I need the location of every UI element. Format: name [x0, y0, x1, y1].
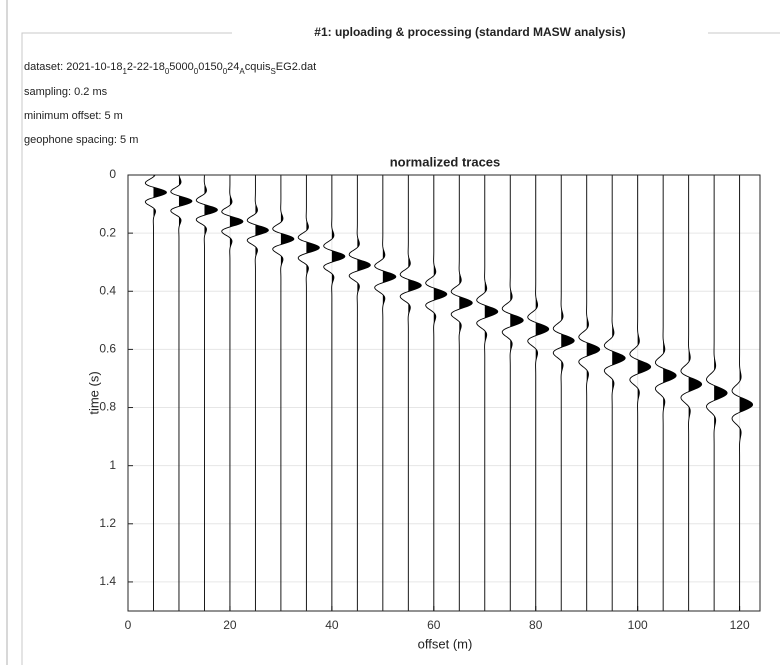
- trace: [527, 175, 550, 611]
- text-part: cquis: [245, 61, 271, 73]
- x-axis-label: offset (m): [418, 636, 473, 651]
- trace: [629, 175, 652, 611]
- trace: [654, 175, 677, 611]
- text-part: EG2.dat: [276, 61, 316, 73]
- trace: [578, 175, 601, 611]
- trace: [144, 174, 167, 611]
- trace: [170, 174, 193, 611]
- subscript: 0: [223, 67, 228, 76]
- subscript: 0: [165, 67, 170, 76]
- trace: [450, 175, 473, 611]
- dataset-text: dataset: 2021-10-1812-22-180500000150024…: [24, 61, 316, 76]
- y-tick-label: 0.2: [99, 225, 116, 239]
- subscript: S: [270, 67, 275, 76]
- text-part: 2-22-18: [127, 61, 165, 73]
- trace: [297, 175, 320, 611]
- trace: [476, 175, 499, 611]
- panel-title: #1: uploading & processing (standard MAS…: [314, 25, 625, 39]
- text-part: 5000: [169, 61, 193, 73]
- trace: [399, 175, 422, 611]
- trace-fill: [714, 175, 728, 611]
- subscript: 1: [122, 67, 127, 76]
- sampling-text: sampling: 0.2 ms: [24, 86, 108, 98]
- trace: [680, 175, 703, 611]
- y-tick-label: 1: [109, 458, 116, 472]
- x-tick-label: 0: [125, 618, 132, 632]
- trace: [603, 175, 626, 611]
- x-tick-label: 80: [529, 618, 543, 632]
- subscript: A: [239, 67, 245, 76]
- trace: [552, 175, 575, 611]
- trace: [706, 175, 728, 611]
- trace: [221, 175, 244, 611]
- spacing-text: geophone spacing: 5 m: [24, 134, 138, 146]
- trace-fill: [280, 175, 294, 611]
- offset-text: minimum offset: 5 m: [24, 110, 123, 122]
- x-tick-label: 100: [628, 618, 648, 632]
- x-tick-label: 40: [325, 618, 339, 632]
- text-part: 0150: [198, 61, 222, 73]
- trace-fill: [229, 175, 243, 611]
- axes-box: [127, 174, 761, 612]
- text-part: dataset: 2021-10-18: [24, 61, 122, 73]
- x-tick-label: 120: [730, 618, 750, 632]
- trace: [246, 175, 269, 611]
- trace: [731, 175, 754, 611]
- trace: [425, 175, 448, 611]
- trace-fill: [408, 175, 422, 611]
- trace: [323, 175, 346, 611]
- trace: [272, 175, 295, 611]
- x-tick-label: 60: [427, 618, 441, 632]
- panel-frame: [21, 32, 780, 665]
- y-tick-label: 0.6: [99, 342, 116, 356]
- trace: [195, 174, 218, 611]
- trace-fill: [357, 175, 371, 611]
- y-tick-label: 1.2: [99, 516, 116, 530]
- x-tick-label: 20: [223, 618, 237, 632]
- y-tick-label: 0.8: [99, 400, 116, 414]
- trace: [374, 175, 397, 611]
- y-tick-label: 1.4: [99, 574, 116, 588]
- text-part: 24: [227, 61, 239, 73]
- y-tick-label: 0: [109, 167, 116, 181]
- chart-title: normalized traces: [390, 154, 501, 169]
- trace: [501, 175, 524, 611]
- y-axis-label: time (s): [86, 371, 101, 414]
- y-tick-label: 0.4: [99, 283, 116, 297]
- subscript: 0: [194, 67, 199, 76]
- trace: [348, 175, 371, 611]
